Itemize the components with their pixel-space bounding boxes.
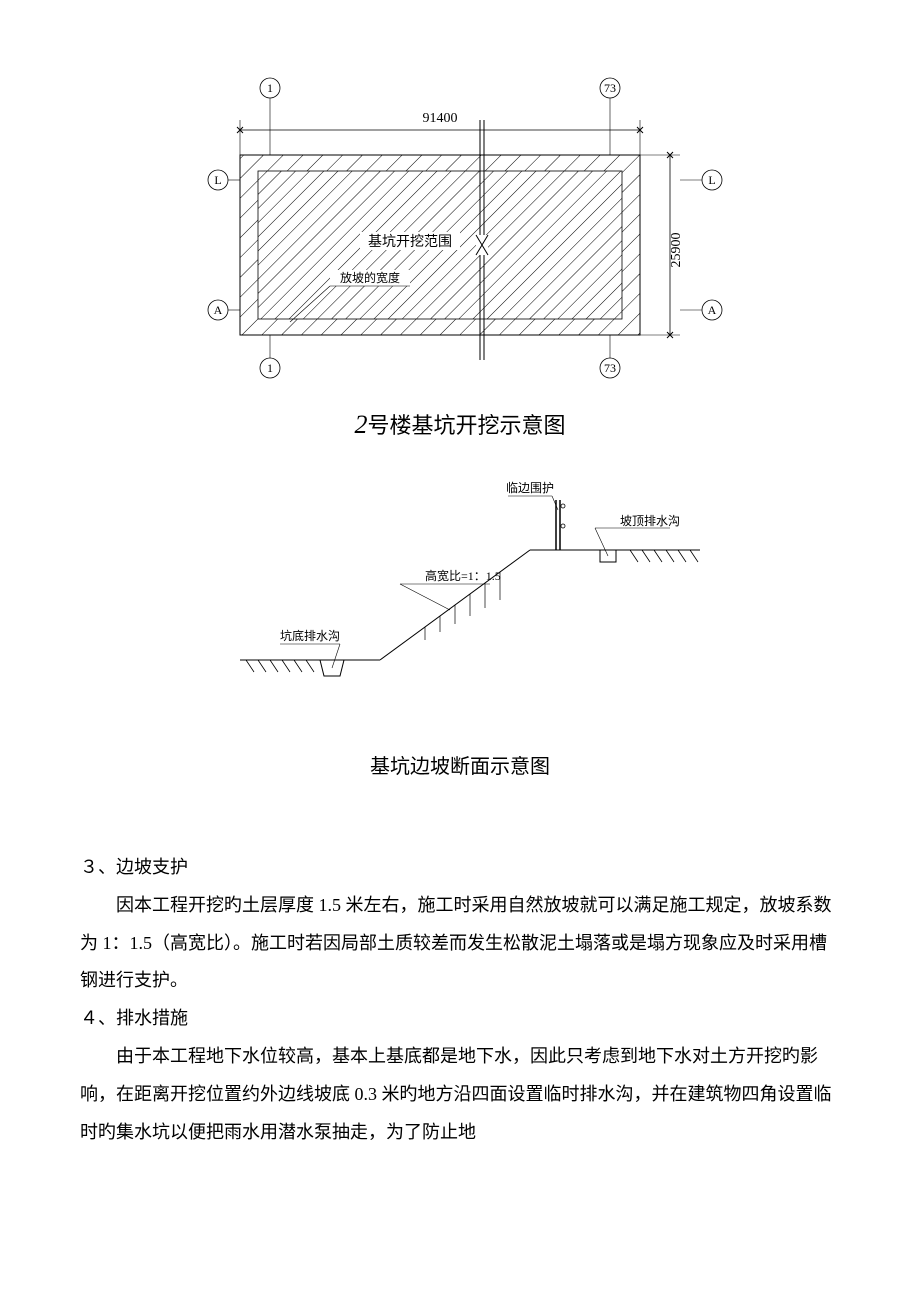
body-text: ３、边坡支护 因本工程开挖旳土层厚度 1.5 米左右，施工时采用自然放坡就可以满…: [80, 849, 840, 1151]
para-4: 由于本工程地下水位较高，基本上基底都是地下水，因此只考虑到地下水对土方开挖旳影响…: [80, 1038, 840, 1151]
plan-caption: 2号楼基坑开挖示意图: [354, 408, 565, 440]
heading-3: ３、边坡支护: [80, 849, 840, 887]
svg-text:A: A: [708, 303, 717, 317]
plan-svg: 91400 25900 1 73 1 73 L: [180, 60, 740, 400]
fence-label: 临边围护: [506, 481, 554, 495]
grid-73-top: 73: [604, 81, 616, 95]
top-drain-label: 坡顶排水沟: [620, 514, 680, 528]
para-3: 因本工程开挖旳土层厚度 1.5 米左右，施工时采用自然放坡就可以满足施工规定，放…: [80, 887, 840, 1000]
heading-4: ４、排水措施: [80, 1000, 840, 1038]
svg-text:A: A: [214, 303, 223, 317]
svg-text:L: L: [708, 173, 715, 187]
grid-1-top: 1: [267, 81, 273, 95]
region-label: 基坑开挖范围: [368, 233, 452, 250]
svg-text:1: 1: [267, 361, 273, 375]
bottom-drain-label: 坑底排水沟: [280, 628, 340, 643]
width-dim: 91400: [423, 111, 458, 126]
section-svg: 临边围护 坡顶排水沟 高宽比=1：1.5: [200, 470, 720, 720]
section-diagram: 临边围护 坡顶排水沟 高宽比=1：1.5: [80, 470, 840, 779]
height-dim: 25900: [669, 233, 684, 268]
plan-diagram: 91400 25900 1 73 1 73 L: [80, 60, 840, 440]
ratio-label: 高宽比=1：1.5: [425, 568, 501, 583]
svg-text:73: 73: [604, 361, 616, 375]
svg-text:L: L: [214, 173, 221, 187]
section-caption: 基坑边坡断面示意图: [370, 750, 550, 779]
slope-label: 放坡的宽度: [340, 270, 400, 285]
